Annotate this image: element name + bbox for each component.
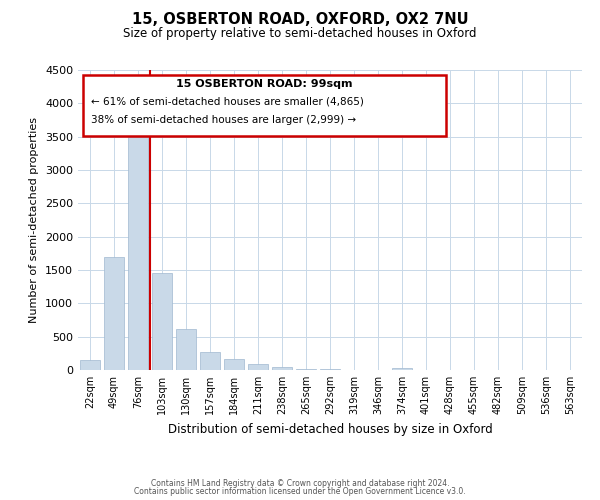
Bar <box>392 368 412 370</box>
Text: Contains public sector information licensed under the Open Government Licence v3: Contains public sector information licen… <box>134 487 466 496</box>
Y-axis label: Number of semi-detached properties: Number of semi-detached properties <box>29 117 40 323</box>
Bar <box>248 364 268 370</box>
Bar <box>104 256 124 370</box>
Text: 15 OSBERTON ROAD: 99sqm: 15 OSBERTON ROAD: 99sqm <box>176 79 353 89</box>
Bar <box>80 360 100 370</box>
Bar <box>296 369 316 370</box>
Bar <box>272 368 292 370</box>
Bar <box>224 360 244 370</box>
Text: 15, OSBERTON ROAD, OXFORD, OX2 7NU: 15, OSBERTON ROAD, OXFORD, OX2 7NU <box>131 12 469 28</box>
Bar <box>176 328 196 370</box>
Text: Contains HM Land Registry data © Crown copyright and database right 2024.: Contains HM Land Registry data © Crown c… <box>151 478 449 488</box>
Text: 38% of semi-detached houses are larger (2,999) →: 38% of semi-detached houses are larger (… <box>91 115 356 125</box>
X-axis label: Distribution of semi-detached houses by size in Oxford: Distribution of semi-detached houses by … <box>167 422 493 436</box>
FancyBboxPatch shape <box>83 74 446 136</box>
Bar <box>128 136 148 370</box>
Bar <box>152 274 172 370</box>
Text: ← 61% of semi-detached houses are smaller (4,865): ← 61% of semi-detached houses are smalle… <box>91 96 364 106</box>
Bar <box>200 352 220 370</box>
Text: Size of property relative to semi-detached houses in Oxford: Size of property relative to semi-detach… <box>123 28 477 40</box>
